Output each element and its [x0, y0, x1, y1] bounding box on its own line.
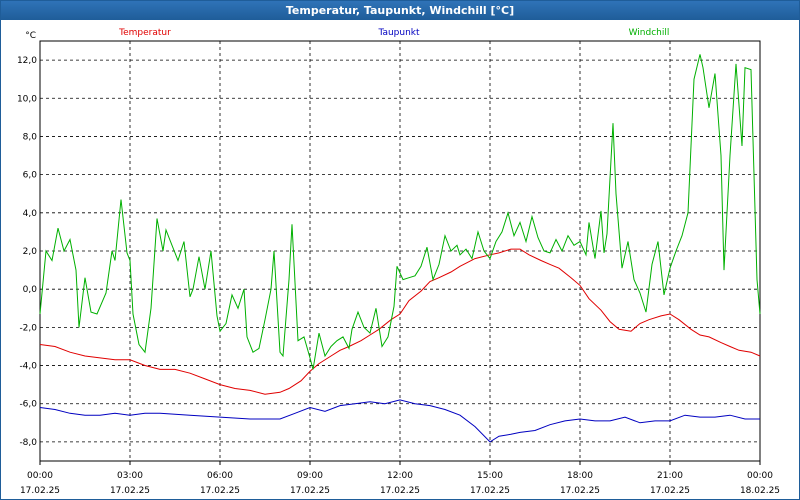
- legend-entry: Temperatur: [118, 28, 171, 38]
- x-tick-time-label: 00:00: [27, 471, 53, 481]
- y-tick-label: -6,0: [19, 400, 37, 410]
- y-tick-label: 4,0: [23, 209, 38, 219]
- x-tick-date-label: 17.02.25: [650, 486, 690, 496]
- x-tick-time-label: 18:00: [567, 471, 593, 481]
- series-line: [39, 54, 761, 370]
- y-tick-label: -8,0: [19, 438, 37, 448]
- x-tick-time-label: 15:00: [477, 471, 503, 481]
- x-tick-time-label: 12:00: [387, 471, 413, 481]
- y-tick-label: 2,0: [23, 247, 38, 257]
- x-tick-time-label: 21:00: [657, 471, 683, 481]
- x-tick-time-label: 03:00: [117, 471, 143, 481]
- legend-entry: Taupunkt: [377, 28, 420, 38]
- x-tick-time-label: 06:00: [207, 471, 233, 481]
- x-tick-time-label: 09:00: [297, 471, 323, 481]
- x-tick-date-label: 18.02.25: [740, 486, 780, 496]
- y-tick-label: -2,0: [19, 323, 37, 333]
- x-tick-date-label: 17.02.25: [560, 486, 600, 496]
- y-axis-label: °C: [25, 31, 36, 41]
- y-tick-label: 0,0: [23, 285, 38, 295]
- x-tick-date-label: 17.02.25: [200, 486, 240, 496]
- y-tick-label: 12,0: [17, 56, 37, 66]
- x-tick-date-label: 17.02.25: [110, 486, 150, 496]
- x-tick-time-label: 00:00: [747, 471, 773, 481]
- series-line: [39, 248, 761, 395]
- chart-svg: 12,0 10,0 8,0 6,0 4,0 2,0 0,0 -2,0 -4,0 -6,0 -8,0 0…: [17, 28, 780, 496]
- x-tick-date-label: 17.02.25: [290, 486, 330, 496]
- y-tick-label: 8,0: [23, 132, 38, 142]
- x-tick-date-label: 17.02.25: [380, 486, 420, 496]
- window-title: Temperatur, Taupunkt, Windchill [°C]: [1, 1, 799, 20]
- y-tick-label: -4,0: [19, 362, 37, 372]
- legend-entry: Windchill: [629, 28, 670, 38]
- x-tick-date-label: 17.02.25: [20, 486, 60, 496]
- x-tick-date-label: 17.02.25: [470, 486, 510, 496]
- series-line: [39, 399, 760, 443]
- y-tick-label: 6,0: [23, 171, 38, 181]
- y-tick-label: 10,0: [17, 94, 37, 104]
